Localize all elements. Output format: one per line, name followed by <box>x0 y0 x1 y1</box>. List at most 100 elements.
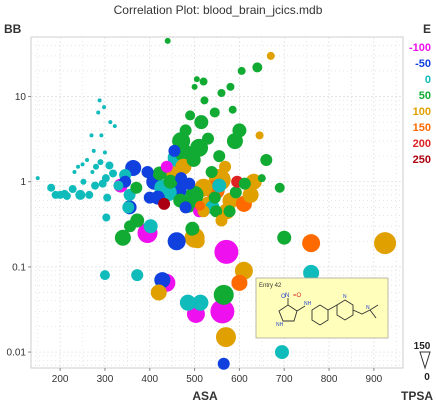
data-point <box>205 166 218 179</box>
data-point <box>217 89 226 98</box>
data-point <box>199 77 208 86</box>
data-point <box>47 183 56 192</box>
molecule-structure: O N =O NH NH N N <box>276 293 379 328</box>
tooltip-label: Entry 42 <box>259 283 282 289</box>
y-tick-label: 10 <box>15 92 27 103</box>
x-tick-label: 600 <box>231 374 248 385</box>
data-point <box>150 284 167 301</box>
data-point <box>131 269 144 282</box>
data-point <box>179 124 192 137</box>
data-point <box>89 133 94 138</box>
data-point <box>154 272 171 289</box>
data-point <box>231 274 248 291</box>
data-point <box>143 219 158 234</box>
color-legend-title: E <box>423 22 431 36</box>
data-point <box>209 107 220 118</box>
x-tick-label: 900 <box>366 374 383 385</box>
y-tick-label: 0.1 <box>12 262 26 273</box>
data-point <box>229 186 242 199</box>
data-point <box>191 83 198 90</box>
data-point <box>213 150 226 163</box>
data-point <box>109 169 118 178</box>
data-point <box>200 96 209 105</box>
data-point <box>72 170 77 175</box>
data-point <box>237 66 246 75</box>
data-point <box>102 105 107 110</box>
data-point <box>108 120 113 125</box>
data-point <box>219 160 232 173</box>
size-legend-max: 150 <box>414 341 431 352</box>
color-legend-item: 50 <box>419 90 431 102</box>
size-legend-title: TPSA <box>401 389 433 403</box>
color-legend-item: 150 <box>413 122 431 134</box>
data-point <box>122 201 135 214</box>
data-point <box>257 174 266 183</box>
data-point <box>168 144 181 157</box>
data-point <box>242 186 259 203</box>
data-point <box>112 124 117 129</box>
data-point <box>76 164 81 169</box>
y-tick-label: 0.01 <box>7 348 27 359</box>
color-legend-item: -50 <box>415 58 431 70</box>
size-legend: 150 0 <box>414 341 431 383</box>
data-point <box>97 159 104 166</box>
data-point <box>213 284 234 305</box>
data-point <box>158 197 171 210</box>
x-axis-label: ASA <box>192 389 218 403</box>
svg-text:NH: NH <box>304 301 312 307</box>
data-point <box>143 191 156 204</box>
svg-text:N: N <box>366 305 370 311</box>
data-point <box>68 185 77 194</box>
data-point <box>193 76 200 83</box>
data-point <box>113 180 124 191</box>
color-legend-item: 0 <box>425 74 431 86</box>
data-points <box>35 37 397 370</box>
data-point <box>114 229 131 246</box>
data-point <box>92 163 99 170</box>
data-point <box>215 214 228 227</box>
x-tick-label: 400 <box>141 374 158 385</box>
svg-text:NH: NH <box>276 322 284 328</box>
data-point <box>179 294 196 311</box>
data-point <box>35 176 40 181</box>
data-point <box>185 110 196 121</box>
data-point <box>277 230 292 245</box>
data-point <box>91 148 96 153</box>
data-point <box>164 37 171 44</box>
data-point <box>228 105 237 114</box>
data-point <box>102 150 107 155</box>
x-tick-label: 300 <box>97 374 114 385</box>
color-legend-item: 100 <box>413 106 431 118</box>
x-tick-label: 200 <box>52 374 69 385</box>
data-point <box>96 110 101 115</box>
data-point <box>90 170 95 175</box>
data-point <box>99 133 104 138</box>
data-point <box>185 221 200 236</box>
data-point <box>85 190 94 199</box>
data-point <box>186 152 201 167</box>
data-point <box>215 327 236 348</box>
data-point <box>130 181 143 194</box>
svg-text:N: N <box>343 294 347 300</box>
data-point <box>194 200 205 211</box>
data-point <box>179 201 192 214</box>
data-point <box>252 62 263 73</box>
color-legend-item: -100 <box>409 42 431 54</box>
data-point <box>62 191 71 200</box>
x-tick-label: 700 <box>276 374 293 385</box>
x-tick-label: 800 <box>321 374 338 385</box>
data-point <box>303 264 320 281</box>
data-point <box>202 132 215 145</box>
data-point <box>190 138 209 157</box>
x-tick-label: 500 <box>186 374 203 385</box>
data-point <box>302 234 321 253</box>
data-point <box>192 294 209 311</box>
svg-text:=O: =O <box>293 293 302 299</box>
data-point <box>223 205 236 218</box>
axis-ticks: 200 300 400 500 600 700 800 900 10 1 0.1 0.01 <box>7 92 383 385</box>
data-point <box>238 177 251 190</box>
data-point <box>99 270 110 281</box>
data-point <box>194 115 209 130</box>
data-point <box>141 166 154 179</box>
data-point <box>190 191 203 204</box>
